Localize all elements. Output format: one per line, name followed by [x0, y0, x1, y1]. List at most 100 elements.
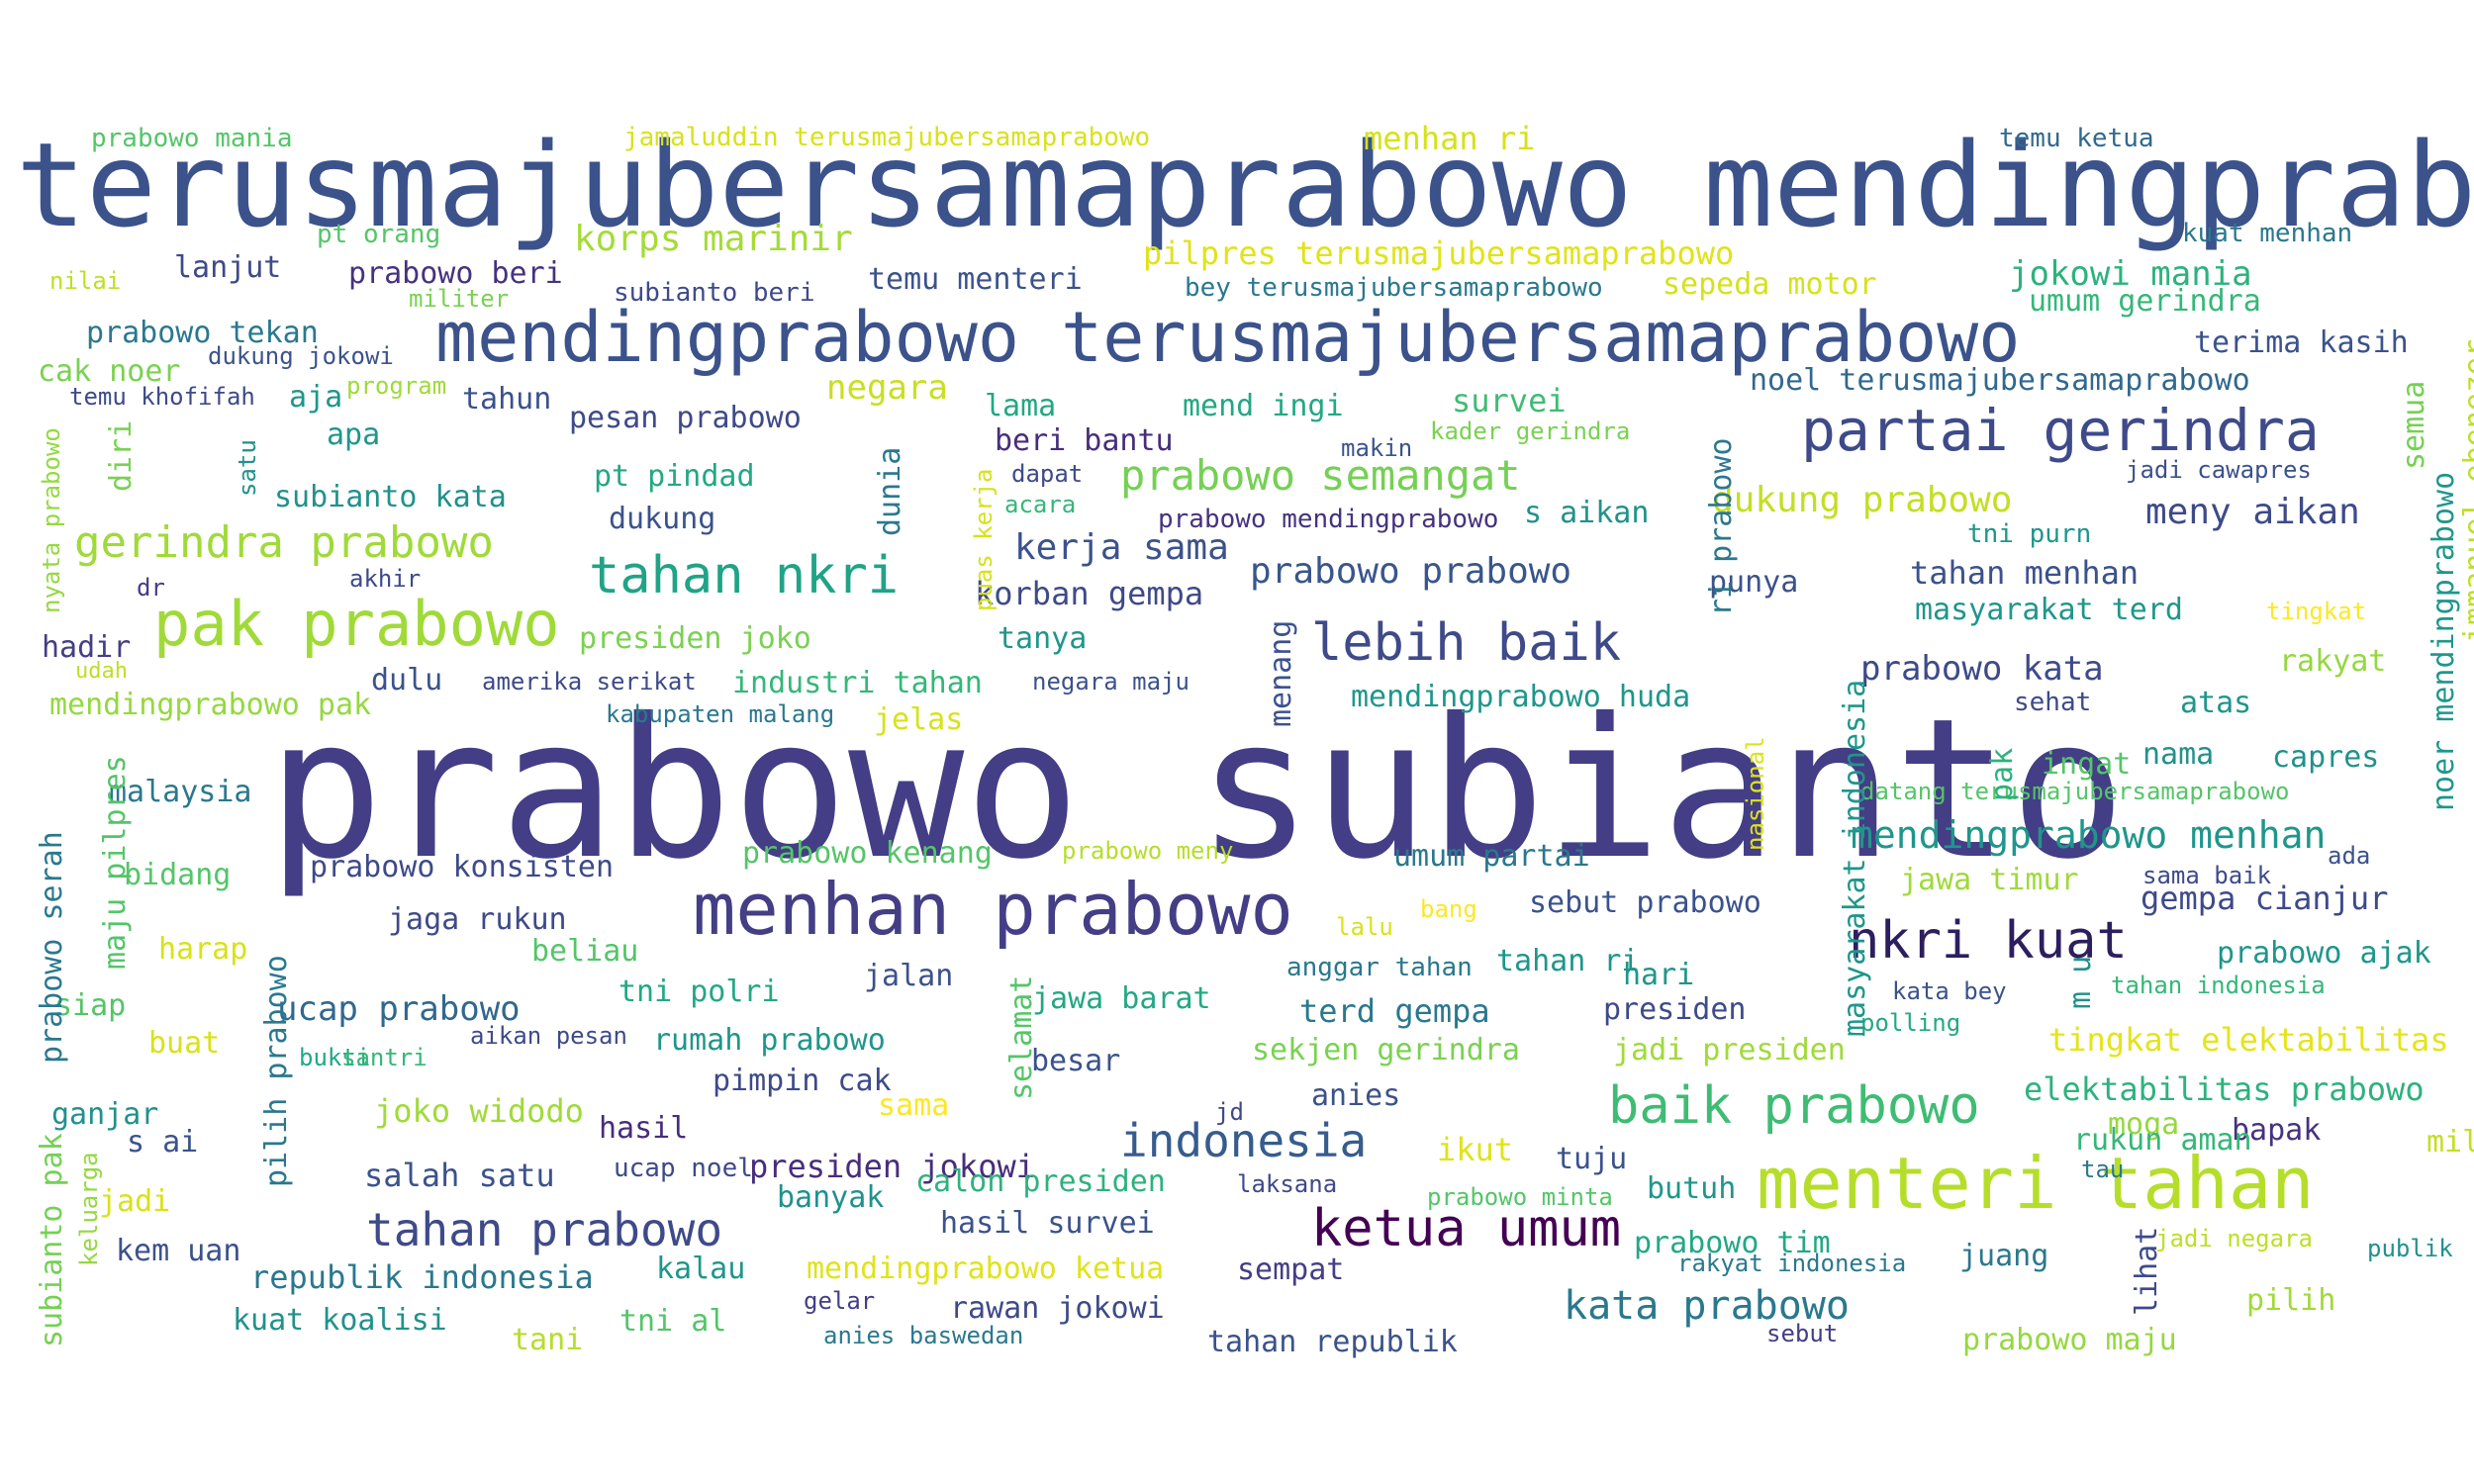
cloud-word: pilih	[2246, 1283, 2336, 1318]
cloud-word: kata prabowo	[1564, 1283, 1850, 1329]
cloud-word: nyata prabowo	[38, 427, 65, 613]
cloud-word: prabowo tim	[1634, 1226, 1831, 1260]
cloud-word: buat	[148, 1026, 221, 1061]
cloud-word: gelar	[804, 1287, 876, 1315]
cloud-word: presiden	[1603, 992, 1747, 1027]
cloud-word: terima kasih	[2194, 325, 2409, 360]
cloud-word: temu menteri	[868, 262, 1083, 297]
cloud-word: semua	[2397, 380, 2431, 470]
cloud-word: rawan jokowi	[950, 1291, 1165, 1326]
cloud-word: tuju	[1556, 1142, 1628, 1176]
cloud-word: siap	[54, 988, 127, 1023]
cloud-word: sebut prabowo	[1529, 885, 1761, 920]
cloud-word: pimpin cak	[713, 1064, 892, 1098]
cloud-word: kalau	[656, 1252, 746, 1286]
cloud-word: lebih baik	[1311, 613, 1622, 673]
cloud-word: nama	[2142, 737, 2215, 772]
cloud-word: capres	[2272, 740, 2380, 775]
cloud-word: pt pindad	[594, 459, 755, 494]
cloud-word: noel terusmajubersamaprabowo	[1750, 363, 2250, 398]
cloud-word: bang	[1420, 895, 1477, 923]
cloud-word: tanya	[998, 621, 1088, 656]
cloud-word: ikut	[1437, 1131, 1514, 1168]
cloud-word: makin	[1341, 434, 1413, 462]
cloud-word: ingat	[2042, 747, 2132, 782]
cloud-word: mendingprabowo huda	[1351, 680, 1691, 714]
cloud-word: jawa timur	[1900, 863, 2079, 897]
cloud-word: moga	[2108, 1107, 2180, 1142]
cloud-word: masyarakat indonesia	[1838, 679, 1872, 1037]
cloud-word: jadi negara	[2155, 1225, 2313, 1252]
cloud-word: satu	[234, 439, 261, 497]
cloud-word: mend ingi	[1183, 389, 1344, 423]
cloud-word: bidang	[124, 858, 232, 892]
cloud-word: prabowo semangat	[1120, 451, 1521, 500]
cloud-word: republik indonesia	[250, 1258, 594, 1296]
cloud-word: temu ketua	[1999, 124, 2154, 153]
cloud-word: prabowo maju	[1962, 1323, 2177, 1357]
cloud-word: jaga rukun	[388, 902, 567, 937]
cloud-word: rumah prabowo	[653, 1023, 886, 1058]
cloud-word: pt orang	[317, 220, 441, 249]
cloud-word: gerindra prabowo	[74, 517, 494, 568]
cloud-word: menteri tahan	[1757, 1142, 2315, 1225]
cloud-word: terusmajubersamaprabowo mendingprabowo	[16, 117, 2474, 253]
cloud-word: prabowo kata	[1860, 649, 2104, 689]
cloud-word: joko widodo	[374, 1092, 584, 1130]
cloud-word: noer mendingprabowo	[2426, 471, 2461, 811]
cloud-word: gempa cianjur	[2141, 880, 2389, 917]
cloud-word: dukung	[609, 502, 716, 536]
cloud-word: hasil	[599, 1111, 689, 1146]
cloud-word: tahan ri	[1496, 944, 1640, 978]
cloud-word: presiden jokowi	[749, 1148, 1035, 1185]
cloud-word: ucap prabowo	[277, 989, 521, 1029]
cloud-word: maju pilpres	[98, 755, 133, 970]
cloud-word: prabowo ajak	[2217, 936, 2431, 971]
cloud-word: acara	[1004, 491, 1077, 518]
cloud-word: harap	[158, 932, 248, 967]
cloud-word: prabowo beri	[348, 256, 563, 291]
cloud-word: hasil survei	[940, 1206, 1155, 1241]
cloud-word: butuh	[1647, 1171, 1737, 1206]
cloud-word: jadi	[99, 1184, 171, 1219]
cloud-word: dunia	[873, 446, 907, 536]
cloud-word: jalan	[864, 959, 954, 993]
cloud-word: sebut	[1766, 1320, 1839, 1347]
cloud-word: prabowo meny	[1062, 837, 1234, 865]
cloud-word: sempat	[1237, 1252, 1345, 1287]
cloud-word: calon presiden	[915, 1164, 1166, 1199]
cloud-word: juang	[1959, 1239, 2049, 1273]
cloud-word: subianto beri	[614, 278, 815, 308]
cloud-word: s ai	[127, 1125, 199, 1159]
cloud-word: lihat	[2130, 1226, 2164, 1316]
cloud-word: apa	[327, 417, 381, 452]
cloud-word: mendingprabowo pak	[49, 688, 372, 722]
cloud-word: sekjen gerindra	[1252, 1033, 1520, 1067]
cloud-word: bey terusmajubersamaprabowo	[1185, 273, 1603, 303]
cloud-word: negara maju	[1032, 668, 1189, 696]
cloud-word: dulu	[371, 663, 443, 697]
cloud-word: tingkat	[2266, 598, 2367, 625]
cloud-word: mendingprabowo terusmajubersamaprabowo	[435, 297, 2021, 378]
cloud-word: pak prabowo	[153, 588, 560, 660]
cloud-word: aja	[289, 380, 343, 415]
cloud-word: korban gempa	[975, 575, 1204, 612]
cloud-word: tahan menhan	[1910, 554, 2140, 592]
cloud-word: anies	[1311, 1078, 1401, 1113]
cloud-word: akhir	[349, 565, 422, 593]
cloud-word: jamaluddin terusmajubersamaprabowo	[623, 123, 1151, 152]
cloud-word: rukun aman	[2073, 1123, 2252, 1158]
cloud-word: prabowo serah	[35, 831, 69, 1064]
cloud-word: prabowo mania	[91, 124, 293, 153]
cloud-word: cak noer	[38, 354, 181, 389]
cloud-word: diri	[104, 419, 139, 492]
cloud-word: temu khofifah	[69, 383, 255, 411]
cloud-word: ucap noel	[614, 1154, 753, 1183]
cloud-word: hari	[1623, 958, 1695, 992]
cloud-word: dapat	[1011, 460, 1084, 488]
cloud-word: kuat menhan	[2182, 219, 2353, 248]
cloud-word: dukung prabowo	[1712, 480, 2013, 520]
cloud-word: terd gempa	[1299, 992, 1490, 1030]
cloud-word: militer	[409, 285, 510, 313]
cloud-word: kata bey	[1892, 977, 2007, 1005]
